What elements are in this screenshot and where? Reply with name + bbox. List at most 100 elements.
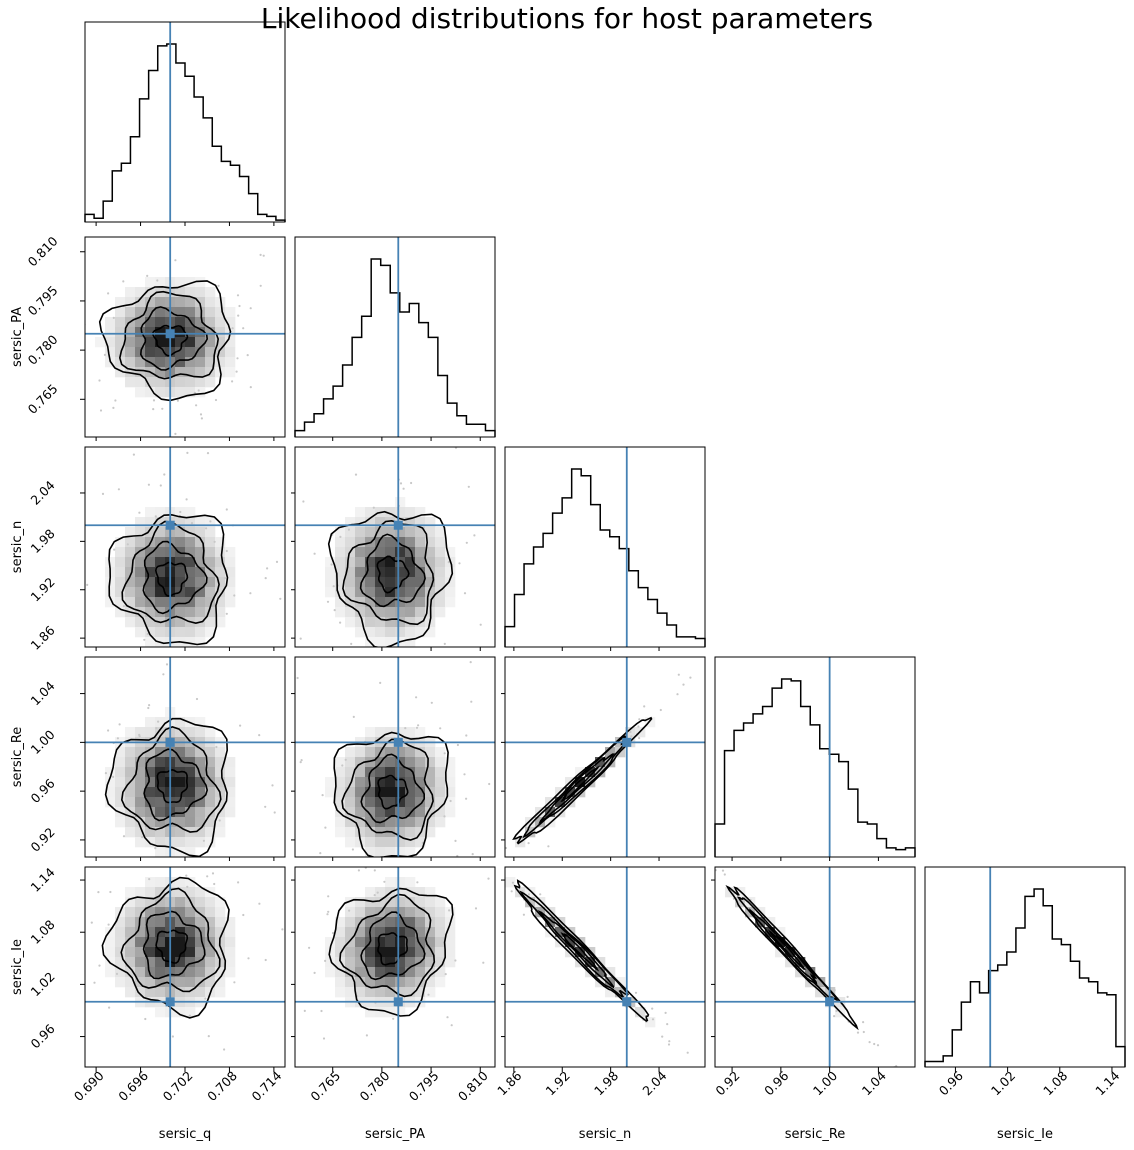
y-tick-label: 0.795 [25, 283, 61, 319]
panel-frame [294, 656, 496, 858]
panel-frame [504, 446, 706, 648]
contour-level-4 [512, 716, 653, 845]
x-tick-label: 0.765 [307, 1068, 343, 1104]
x-tick-label: 0.708 [204, 1068, 240, 1104]
truth-marker [165, 329, 175, 339]
histogram-step [924, 888, 1126, 1067]
x-tick-label: 1.86 [494, 1068, 524, 1098]
contour-level-3 [121, 520, 220, 625]
truth-marker [165, 997, 175, 1007]
y-tick-label: 0.780 [25, 332, 61, 368]
contour-level-4 [513, 879, 650, 1022]
panel-frame [84, 21, 286, 223]
contour-level-4 [725, 885, 859, 1031]
contour-level-4 [328, 887, 454, 1017]
x-tick-label: 0.696 [115, 1068, 151, 1104]
panel-frame [714, 866, 916, 1068]
y-tick-label: 0.765 [25, 381, 61, 417]
panel-sersic_PA-vs-sersic_Ie [294, 866, 496, 1068]
contour-level-2 [537, 909, 615, 990]
x-tick-label: 2.04 [639, 1068, 669, 1098]
contour-level-2 [143, 748, 209, 822]
chart-title: Likelihood distributions for host parame… [260, 2, 874, 35]
panel-sersic_PA-vs-sersic_Re [294, 656, 496, 858]
contour-level-1 [767, 929, 806, 970]
x-tick-label: 1.08 [1040, 1068, 1070, 1098]
contour-level-4 [333, 731, 449, 857]
x-tick-label: 0.92 [712, 1068, 742, 1098]
contour-level-4 [101, 876, 230, 1019]
x-tick-label: 0.702 [160, 1068, 196, 1104]
panel-sersic_q-vs-sersic_n [84, 446, 286, 648]
panel-sersic_Re-vs-sersic_Ie [714, 866, 916, 1068]
contour-level-1 [154, 561, 189, 597]
histogram-step [294, 258, 496, 437]
contour-level-2 [749, 908, 818, 985]
contour-level-1 [155, 929, 189, 964]
x-axis-label-sersic_Re: sersic_Re [785, 1127, 846, 1142]
contour-level-3 [339, 893, 436, 998]
histogram-sersic_Re [714, 656, 916, 858]
panel-sersic_q-vs-sersic_Ie [84, 866, 286, 1068]
truth-marker [393, 737, 403, 747]
y-tick-label: 2.04 [27, 477, 57, 507]
y-tick-label: 1.00 [27, 727, 57, 757]
panel-frame [294, 866, 496, 1068]
y-axis-label-sersic_Re: sersic_Re [10, 727, 25, 788]
histogram-sersic_q [84, 21, 286, 223]
histogram-sersic_PA [294, 236, 496, 438]
y-axis-label-sersic_PA: sersic_PA [10, 307, 25, 367]
histogram-sersic_n [504, 446, 706, 648]
panel-frame [294, 446, 496, 648]
contour-level-2 [142, 540, 208, 615]
contour-level-3 [120, 887, 221, 993]
x-tick-label: 1.00 [810, 1068, 840, 1098]
histogram-sersic_Ie [924, 866, 1126, 1068]
truth-marker [393, 520, 403, 530]
x-axis-label-sersic_q: sersic_q [159, 1127, 211, 1142]
y-tick-label: 0.810 [25, 233, 61, 269]
x-tick-label: 1.98 [591, 1068, 621, 1098]
x-axis-label-sersic_n: sersic_n [579, 1127, 631, 1142]
contour-level-2 [142, 910, 206, 980]
panel-sersic_n-vs-sersic_Re [504, 656, 706, 858]
truth-marker [393, 997, 403, 1007]
y-tick-label: 1.92 [27, 574, 57, 604]
y-tick-label: 0.96 [27, 776, 57, 806]
contour-level-3 [120, 726, 222, 833]
y-axis-label-sersic_Ie: sersic_Ie [10, 939, 25, 995]
y-tick-label: 1.08 [27, 917, 57, 947]
y-tick-label: 1.02 [27, 969, 57, 999]
panel-frame [294, 236, 496, 438]
x-tick-label: 0.780 [357, 1068, 393, 1104]
x-tick-label: 0.810 [455, 1068, 491, 1104]
y-tick-label: 1.98 [27, 526, 57, 556]
contour-level-3 [341, 738, 434, 841]
contour-level-3 [118, 290, 220, 380]
contour-level-2 [360, 753, 425, 824]
x-tick-label: 1.14 [1092, 1068, 1122, 1098]
contour-level-2 [538, 753, 616, 825]
x-tick-label: 1.02 [988, 1068, 1018, 1098]
contour-level-4 [104, 717, 229, 857]
x-axis-label-sersic_Ie: sersic_Ie [997, 1127, 1053, 1142]
panel-frame [924, 866, 1126, 1068]
panel-sersic_n-vs-sersic_Ie [504, 866, 706, 1068]
x-tick-label: 1.92 [543, 1068, 573, 1098]
histogram-step [504, 468, 706, 647]
y-tick-label: 1.04 [27, 678, 57, 708]
x-tick-label: 0.690 [71, 1068, 107, 1104]
y-tick-label: 1.86 [27, 623, 57, 653]
panel-sersic_q-vs-sersic_Re [84, 656, 286, 858]
histogram-step [714, 678, 916, 857]
x-tick-label: 0.96 [761, 1068, 791, 1098]
x-axis-label-sersic_PA: sersic_PA [365, 1127, 425, 1142]
truth-marker [165, 520, 175, 530]
contour-level-2 [139, 306, 209, 371]
panel-frame [504, 866, 706, 1068]
y-tick-label: 0.96 [27, 1021, 57, 1051]
histogram-step [84, 43, 286, 222]
x-tick-label: 1.04 [859, 1068, 889, 1098]
contour-level-3 [736, 896, 839, 1002]
